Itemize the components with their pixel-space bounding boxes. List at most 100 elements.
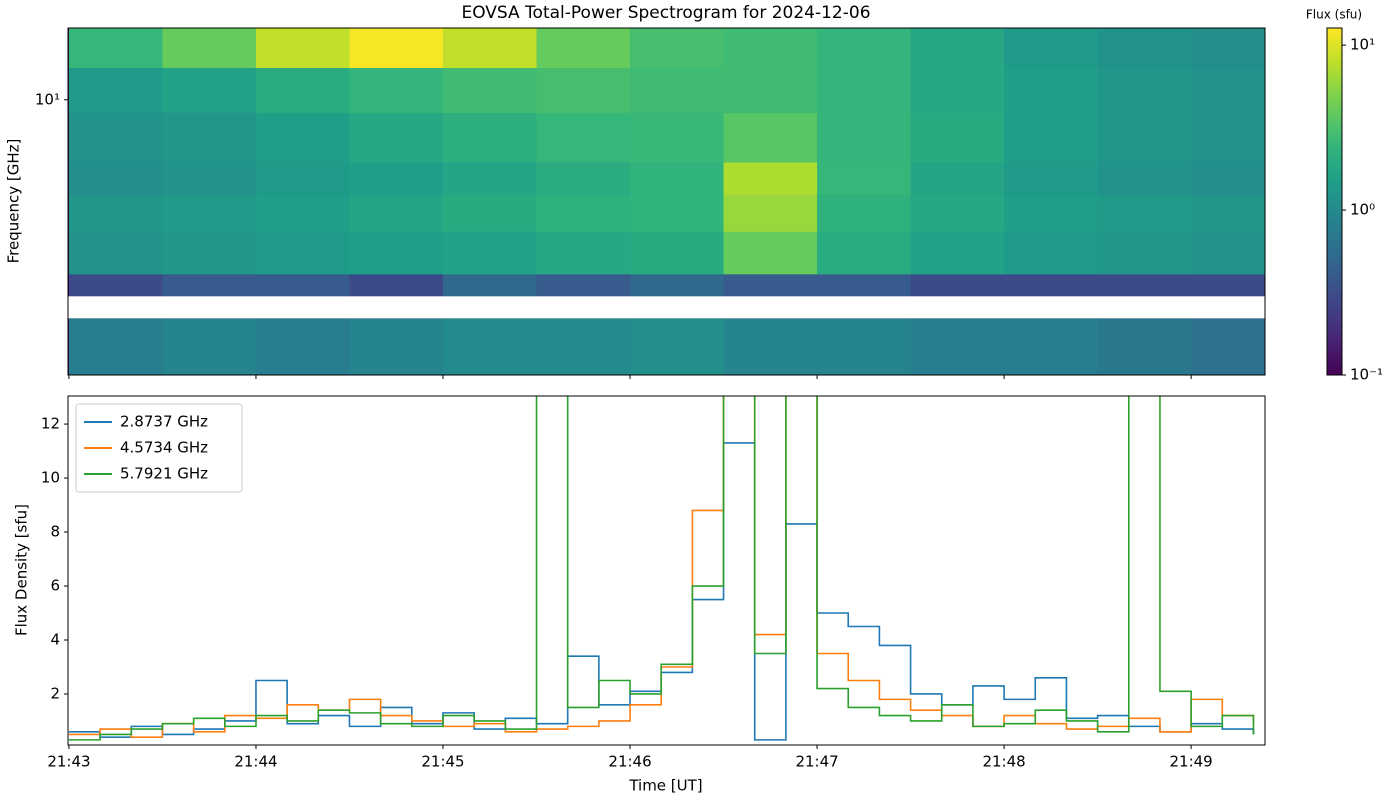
heatmap-cell <box>68 231 163 275</box>
heatmap-cell <box>536 318 631 375</box>
x-tick-label: 21:44 <box>234 753 277 771</box>
heatmap-cell <box>1191 67 1265 113</box>
heatmap-cell <box>349 112 444 163</box>
spectrogram <box>68 28 1265 375</box>
heatmap-cell <box>630 162 725 195</box>
y-tick-label: 4 <box>50 631 60 649</box>
heatmap-cell <box>68 274 163 297</box>
heatmap-cell <box>1191 231 1265 275</box>
chart-title: EOVSA Total-Power Spectrogram for 2024-1… <box>461 3 870 23</box>
colorbar-tick-label: 10⁻¹ <box>1350 366 1383 384</box>
heatmap-cell <box>536 274 631 297</box>
heatmap-cell <box>255 28 350 69</box>
heatmap-cell <box>1004 28 1099 69</box>
heatmap-cell <box>349 28 444 69</box>
x-tick-label: 21:46 <box>608 753 651 771</box>
heatmap-cell <box>162 28 257 69</box>
colorbar <box>1326 27 1343 376</box>
y-tick-label: 8 <box>50 523 60 541</box>
heatmap-cell <box>1004 318 1099 375</box>
heatmap-cell <box>1004 194 1099 232</box>
colorbar-tick-label: 10⁰ <box>1350 201 1375 219</box>
heatmap-cell <box>1097 67 1192 113</box>
heatmap-cell <box>1191 162 1265 195</box>
heatmap-cell <box>1004 67 1099 113</box>
heatmap-cell <box>162 274 257 297</box>
heatmap-cell <box>68 318 163 375</box>
y-axis-label: Flux Density [sfu] <box>13 504 31 636</box>
heatmap-cell <box>630 231 725 275</box>
y-tick-label: 10¹ <box>35 90 60 108</box>
heatmap-cell <box>817 67 912 113</box>
heatmap-cell <box>817 318 912 375</box>
heatmap-cell <box>255 162 350 195</box>
heatmap-cell <box>255 67 350 113</box>
y-tick-label: 12 <box>41 415 60 433</box>
x-tick-label: 21:47 <box>795 753 838 771</box>
colorbar-tick-label: 10¹ <box>1350 36 1375 54</box>
heatmap-cell <box>723 194 818 232</box>
heatmap-cell <box>817 28 912 69</box>
heatmap-cell <box>162 194 257 232</box>
heatmap-cell <box>1004 162 1099 195</box>
heatmap-cell <box>817 112 912 163</box>
series-line <box>68 396 1255 741</box>
lightcurves <box>68 396 1255 741</box>
y-tick-label: 2 <box>50 684 60 702</box>
x-tick-label: 21:49 <box>1170 753 1213 771</box>
colorbar-label: Flux (sfu) <box>1306 8 1362 22</box>
heatmap-cell <box>536 162 631 195</box>
heatmap-cell <box>1191 274 1265 297</box>
heatmap-cell <box>723 274 818 297</box>
heatmap-cell <box>910 67 1005 113</box>
heatmap-cell <box>910 112 1005 163</box>
heatmap-cell <box>1097 162 1192 195</box>
heatmap-cell <box>442 318 538 375</box>
heatmap-cell <box>349 162 444 195</box>
heatmap-cell <box>68 112 163 163</box>
x-tick-label: 21:43 <box>47 753 90 771</box>
heatmap-cell <box>1191 318 1265 375</box>
heatmap-cell <box>68 67 163 113</box>
heatmap-cell <box>162 318 257 375</box>
heatmap-cell <box>349 318 444 375</box>
heatmap-cell <box>255 274 350 297</box>
heatmap-cell <box>1097 318 1192 375</box>
heatmap-cell <box>442 194 538 232</box>
heatmap-cell <box>162 67 257 113</box>
heatmap-cell <box>255 112 350 163</box>
x-tick-label: 21:48 <box>982 753 1025 771</box>
heatmap-cell <box>723 162 818 195</box>
heatmap-cell <box>162 231 257 275</box>
x-axis-label: Time [UT] <box>628 777 702 795</box>
y-tick-label: 6 <box>50 577 60 595</box>
heatmap-cell <box>536 194 631 232</box>
axes-frame <box>67 27 1266 376</box>
heatmap-cell <box>630 28 725 69</box>
heatmap-cell <box>910 231 1005 275</box>
heatmap-cell <box>910 318 1005 375</box>
heatmap-cell <box>255 318 350 375</box>
legend-label: 2.8737 GHz <box>120 413 208 431</box>
heatmap-cell <box>817 162 912 195</box>
heatmap-cell <box>910 28 1005 69</box>
heatmap-cell <box>1097 194 1192 232</box>
heatmap-cell <box>1004 274 1099 297</box>
heatmap-cell <box>1191 194 1265 232</box>
heatmap-cell <box>817 194 912 232</box>
heatmap-cell <box>349 274 444 297</box>
heatmap-cell <box>630 274 725 297</box>
heatmap-cell <box>536 231 631 275</box>
heatmap-cell <box>910 162 1005 195</box>
heatmap-cell <box>162 112 257 163</box>
heatmap-cell <box>349 194 444 232</box>
heatmap-cell <box>723 318 818 375</box>
heatmap-cell <box>255 231 350 275</box>
heatmap-cell <box>442 67 538 113</box>
heatmap-cell <box>630 318 725 375</box>
heatmap-cell <box>1097 274 1192 297</box>
heatmap-cell <box>723 112 818 163</box>
heatmap-cell <box>349 231 444 275</box>
heatmap-cell <box>68 28 163 69</box>
heatmap-cell <box>442 28 538 69</box>
